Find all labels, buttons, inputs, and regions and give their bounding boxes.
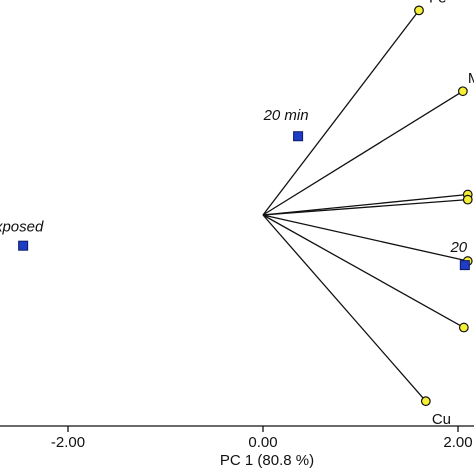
x-tick-label: -2.00 <box>51 434 85 451</box>
loading-vector <box>262 214 465 329</box>
loading-vector <box>262 199 468 216</box>
loading-point <box>462 194 473 205</box>
loading-vector <box>262 10 420 216</box>
sample-point <box>18 240 29 251</box>
sample-label: xposed <box>0 219 44 236</box>
loading-point <box>414 5 424 16</box>
loading-point <box>420 396 431 407</box>
x-tick-label: 2.00 <box>443 434 472 451</box>
sample-label: 20 <box>449 239 467 256</box>
loading-label: M <box>468 70 474 87</box>
loading-vector <box>262 193 468 216</box>
x-axis-title: PC 1 (80.8 %) <box>220 452 314 469</box>
loading-vector <box>262 214 427 402</box>
loading-label: Fe <box>429 0 447 6</box>
loading-point <box>458 322 469 333</box>
loading-vector <box>262 214 468 262</box>
x-tick-label: 0.00 <box>248 434 277 451</box>
sample-label: 20 min <box>263 107 309 124</box>
sample-point <box>459 260 470 271</box>
loading-vector <box>262 90 464 216</box>
loading-point <box>457 86 468 97</box>
sample-point <box>293 131 304 142</box>
loading-label: Cu <box>432 411 451 428</box>
